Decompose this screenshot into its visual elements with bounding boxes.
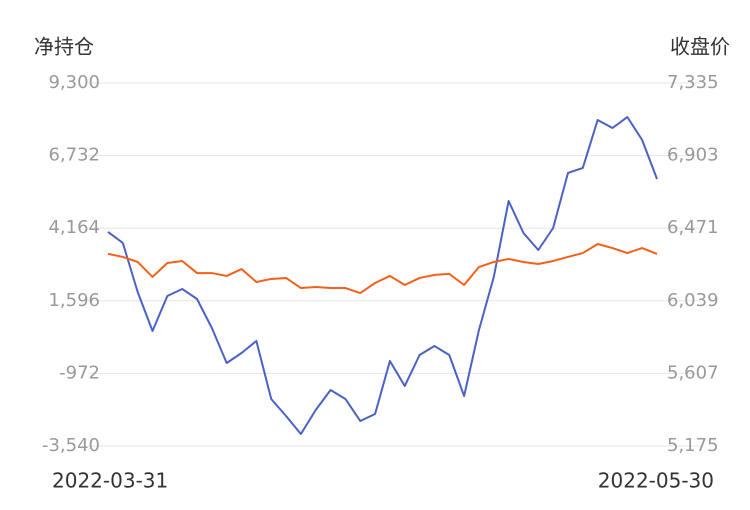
y2-tick-label: 6,903 bbox=[667, 145, 719, 166]
y-tick-label: -972 bbox=[59, 362, 100, 383]
y2-tick-label: 6,039 bbox=[667, 290, 719, 311]
y-tick-label: 4,164 bbox=[48, 217, 100, 238]
y2-tick-label: 6,471 bbox=[667, 217, 719, 238]
y-axis-title: 净持仓 bbox=[34, 35, 94, 59]
series-line bbox=[107, 116, 658, 435]
y-tick-label: 6,732 bbox=[48, 145, 100, 166]
x-tick-label: 2022-03-31 bbox=[52, 469, 168, 493]
y-tick-label: 9,300 bbox=[48, 72, 100, 93]
x-tick-label: 2022-05-30 bbox=[598, 469, 714, 493]
y-tick-label: 1,596 bbox=[48, 290, 100, 311]
y2-tick-label: 7,335 bbox=[667, 72, 719, 93]
series-line bbox=[107, 242, 658, 295]
y2-tick-label: 5,607 bbox=[667, 362, 719, 383]
y-tick-label: -3,540 bbox=[42, 435, 100, 456]
y2-axis-title: 收盘价 bbox=[670, 35, 730, 59]
y2-tick-label: 5,175 bbox=[667, 435, 719, 456]
